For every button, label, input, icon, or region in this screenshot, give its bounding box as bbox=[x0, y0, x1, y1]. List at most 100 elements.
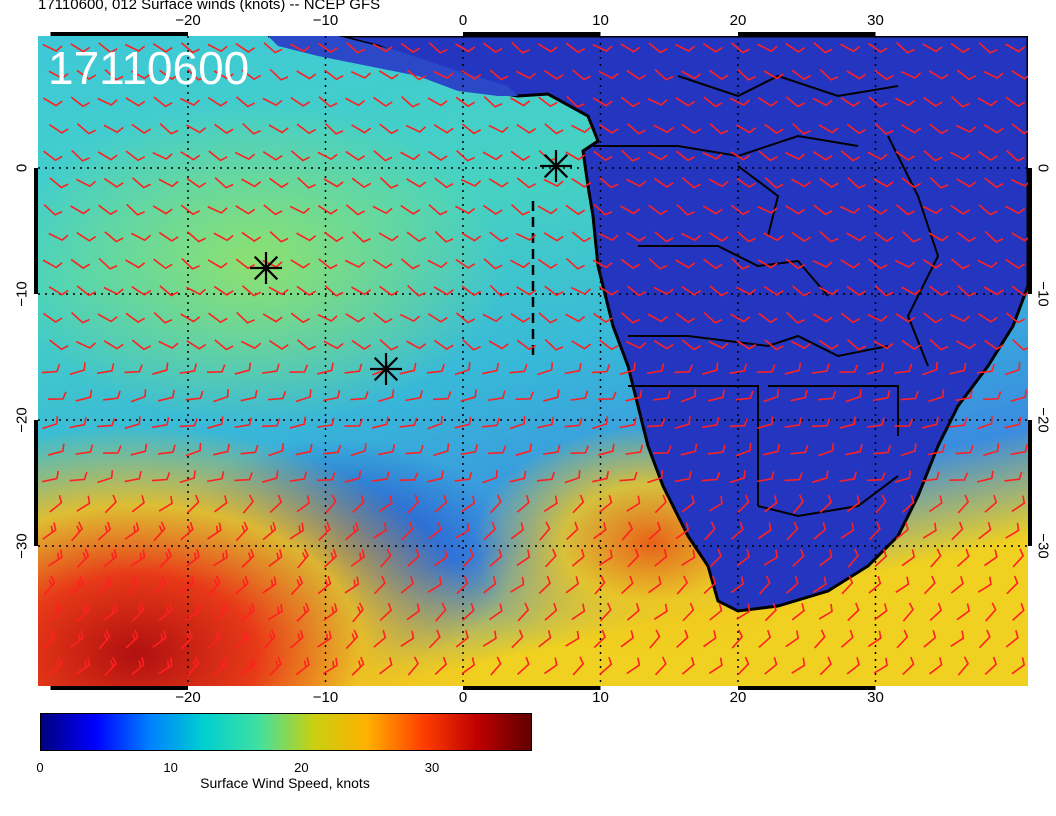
wind-barb bbox=[539, 521, 551, 541]
wind-barb bbox=[351, 339, 372, 350]
wind-barb bbox=[792, 548, 805, 568]
wind-barb bbox=[785, 575, 799, 594]
wind-barb bbox=[543, 495, 558, 513]
wind-barb bbox=[847, 602, 860, 622]
wind-barb bbox=[433, 286, 454, 296]
lon-tick-label-bottom: −20 bbox=[175, 689, 201, 706]
wind-barb bbox=[70, 258, 91, 270]
wind-barb bbox=[847, 176, 866, 189]
wind-barb bbox=[179, 97, 201, 107]
wind-barb bbox=[653, 603, 668, 621]
wind-barb bbox=[322, 444, 342, 455]
wind-barb bbox=[819, 68, 839, 81]
wind-barb bbox=[626, 69, 647, 80]
wind-barb bbox=[896, 629, 909, 649]
wind-barb bbox=[455, 43, 476, 53]
wind-barb bbox=[186, 177, 207, 188]
wind-barb bbox=[157, 444, 176, 455]
wind-barb bbox=[455, 630, 469, 648]
wind-barb bbox=[180, 42, 201, 54]
wind-barb bbox=[763, 549, 778, 566]
wind-barb bbox=[900, 70, 922, 79]
lat-tick-label-right: 0 bbox=[1034, 163, 1052, 173]
wind-barb bbox=[214, 177, 234, 189]
lat-tick-label-right: −20 bbox=[1034, 407, 1052, 433]
wind-barb bbox=[537, 416, 555, 429]
wind-barb bbox=[756, 364, 776, 374]
wind-barb bbox=[592, 259, 613, 269]
wind-barb bbox=[345, 97, 366, 107]
wind-barb bbox=[400, 576, 414, 594]
wind-barb bbox=[207, 43, 228, 53]
wind-barb bbox=[515, 232, 537, 241]
wind-barb bbox=[737, 656, 750, 676]
wind-barb bbox=[290, 96, 311, 107]
wind-barb bbox=[654, 656, 667, 676]
wind-barb bbox=[929, 123, 949, 135]
wind-barb bbox=[730, 521, 744, 540]
wind-barb bbox=[124, 471, 142, 483]
wind-barb bbox=[902, 494, 915, 513]
wind-barb bbox=[158, 340, 179, 350]
wind-barb bbox=[951, 521, 964, 541]
wind-barb bbox=[674, 416, 691, 430]
wind-barb bbox=[571, 340, 592, 350]
wind-barb bbox=[289, 416, 307, 429]
wind-barb bbox=[949, 313, 971, 323]
wind-barb bbox=[1005, 258, 1026, 269]
wind-barb bbox=[289, 205, 311, 215]
wind-barb bbox=[537, 43, 558, 53]
wind-barb bbox=[345, 313, 366, 323]
wind-barb bbox=[675, 97, 696, 107]
wind-barb bbox=[901, 286, 922, 296]
wind-barb bbox=[757, 205, 778, 214]
wind-barb bbox=[957, 548, 970, 567]
wind-barb bbox=[929, 176, 949, 189]
wind-barb bbox=[784, 417, 803, 429]
wind-barb bbox=[344, 363, 363, 374]
wind-barb bbox=[598, 443, 615, 456]
wind-barb bbox=[103, 177, 124, 188]
wind-barb bbox=[922, 205, 943, 215]
wind-barb bbox=[819, 231, 839, 243]
wind-barb bbox=[350, 549, 366, 567]
wind-barb bbox=[785, 96, 806, 108]
wind-barb bbox=[297, 176, 316, 189]
wind-barb bbox=[125, 97, 146, 107]
wind-barb bbox=[784, 151, 806, 161]
wind-barb bbox=[372, 416, 389, 429]
wind-barb bbox=[125, 629, 139, 649]
wind-barb bbox=[867, 313, 888, 322]
wind-barb bbox=[434, 230, 454, 243]
wind-barb bbox=[701, 472, 721, 482]
wind-barb bbox=[701, 417, 720, 429]
wind-barb bbox=[818, 443, 834, 457]
wind-barb bbox=[707, 444, 726, 455]
wind-barb bbox=[956, 231, 977, 243]
wind-barb bbox=[572, 656, 585, 676]
wind-barb bbox=[159, 285, 179, 297]
wind-barb bbox=[867, 630, 882, 648]
wind-barb bbox=[923, 629, 937, 648]
wind-barb bbox=[929, 602, 943, 622]
wind-barb bbox=[76, 548, 90, 569]
wind-barb bbox=[263, 629, 276, 650]
axis-bar bbox=[34, 420, 38, 546]
wind-barb bbox=[653, 124, 674, 134]
wind-barb bbox=[977, 415, 993, 430]
wind-barb bbox=[923, 312, 943, 324]
wind-barb bbox=[104, 69, 124, 81]
wind-barb bbox=[785, 205, 806, 215]
wind-barb bbox=[125, 575, 139, 596]
wind-barb bbox=[103, 603, 118, 621]
wind-barb bbox=[654, 494, 667, 514]
wind-barb bbox=[564, 470, 581, 484]
wind-barb bbox=[653, 340, 674, 350]
wind-barb bbox=[69, 362, 86, 376]
wind-barb bbox=[461, 123, 482, 135]
wind-barb bbox=[674, 364, 693, 374]
wind-barb bbox=[675, 259, 696, 269]
wind-barb bbox=[240, 389, 258, 402]
wind-barb bbox=[1012, 338, 1028, 351]
wind-barb bbox=[819, 177, 839, 189]
